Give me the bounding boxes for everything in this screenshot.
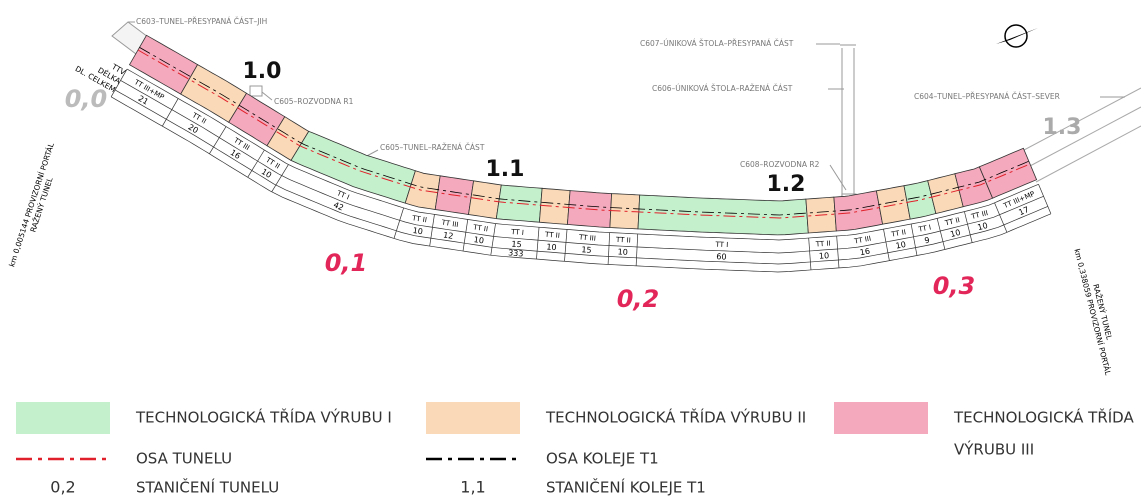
table-ttv: TT II xyxy=(411,214,428,224)
table-ttv: TT II xyxy=(544,231,560,240)
legend-sample: 1,1 xyxy=(460,478,485,497)
tunnel-segment xyxy=(538,187,571,225)
table-divider xyxy=(964,211,973,243)
legend-swatch xyxy=(426,402,520,434)
legend-label: TECHNOLOGICKÁ TŘÍDA xyxy=(953,408,1134,427)
north-arrow xyxy=(996,24,1038,48)
legend-sample: 0,2 xyxy=(50,478,75,497)
tunnel-axis xyxy=(137,49,1031,219)
table-divider xyxy=(429,214,435,247)
table-divider xyxy=(393,207,404,239)
object-label: C605–ROZVODNA R1 xyxy=(274,97,354,106)
table-length: 16 xyxy=(859,247,871,258)
table-divider xyxy=(564,229,568,262)
table-divider xyxy=(162,98,179,127)
table-ttv: TT III xyxy=(440,218,459,229)
table-divider xyxy=(910,223,918,256)
track-chainage: 1.3 xyxy=(1043,115,1082,140)
table-rule xyxy=(120,80,1044,254)
tunnel-segment xyxy=(978,147,1038,199)
legend-label: OSA KOLEJE T1 xyxy=(546,450,659,468)
legend-label: STANIČENÍ TUNELU xyxy=(136,478,279,497)
table-length: 12 xyxy=(443,230,454,240)
table-length: 20 xyxy=(186,122,199,135)
object-label: C607–ÚNIKOVÁ ŠTOLA–PŘESYPANÁ ČÁST xyxy=(640,39,794,48)
table-divider xyxy=(110,68,128,98)
table-ttv: TT II xyxy=(615,236,631,245)
legend-label: TECHNOLOGICKÁ TŘÍDA VÝRUBU I xyxy=(135,408,392,427)
table-length: 10 xyxy=(473,235,484,245)
table-divider xyxy=(536,227,540,260)
table-total: 333 xyxy=(508,248,524,258)
table-divider xyxy=(1038,184,1052,214)
table-divider xyxy=(635,233,639,266)
track-chainage: 1.2 xyxy=(767,172,806,197)
table-ttv: TT III xyxy=(578,233,596,242)
table-divider xyxy=(883,229,890,261)
substation-r1 xyxy=(249,85,263,97)
table-ttv: TT II xyxy=(815,239,831,248)
north-cut-and-cover xyxy=(1023,87,1141,183)
table-divider xyxy=(462,219,469,252)
object-label: C604–TUNEL–PŘESYPANÁ ČÁST–SEVER xyxy=(914,92,1060,101)
legend-swatch xyxy=(16,402,110,434)
table-length: 10 xyxy=(895,240,907,251)
track-chainage: 1.0 xyxy=(243,59,282,84)
escape-gallery xyxy=(840,44,856,198)
table-divider xyxy=(490,223,496,256)
table-rule xyxy=(126,68,1039,241)
table-length: 10 xyxy=(617,247,628,256)
table-divider xyxy=(836,235,840,268)
table-divider xyxy=(936,218,946,250)
table-divider xyxy=(607,232,611,265)
table-divider xyxy=(808,237,812,270)
portal-label: km 0,005144 PROVIZORNÍ PORTÁL xyxy=(7,141,56,268)
legend-label: VÝRUBU III xyxy=(954,440,1034,459)
table-ttv: TT I xyxy=(510,228,524,237)
tunnel-segment xyxy=(468,180,502,220)
tunnel-chainage: 0,1 xyxy=(325,249,368,277)
table-ttv: TT I xyxy=(714,241,728,250)
table-length: 10 xyxy=(412,226,423,236)
track-axis xyxy=(139,47,1029,216)
table-length: 10 xyxy=(546,242,557,252)
table-divider xyxy=(271,164,289,193)
track-chainage: 1.1 xyxy=(486,157,525,182)
table-length: 17 xyxy=(1017,205,1030,217)
table-divider xyxy=(247,149,265,178)
table-length: 42 xyxy=(332,200,345,212)
table-length: 60 xyxy=(716,252,727,261)
table-rule xyxy=(114,89,1048,265)
table-length: 21 xyxy=(137,94,150,107)
table-length: 15 xyxy=(581,245,592,255)
tunnel-chainage: 0,2 xyxy=(617,285,660,313)
tunnel-chainage: 0,3 xyxy=(933,272,976,300)
table-length: 10 xyxy=(949,228,961,239)
table-ttv: TT III xyxy=(853,235,872,246)
table-ttv: TT II xyxy=(472,223,489,233)
object-label: C606–ÚNIKOVÁ ŠTOLA–RAŽENÁ ČÁST xyxy=(652,84,793,93)
legend-swatch xyxy=(834,402,928,434)
table-ttv: TT I xyxy=(917,224,932,234)
table-length: 15 xyxy=(511,240,522,250)
legend-label: OSA TUNELU xyxy=(136,450,232,468)
table-ttv: TT II xyxy=(943,216,960,228)
table-length: 9 xyxy=(924,236,931,246)
table-divider xyxy=(209,126,227,155)
table-length: 10 xyxy=(819,251,830,261)
legend-label: STANIČENÍ KOLEJE T1 xyxy=(546,478,706,497)
table-ttv: TT II xyxy=(890,228,907,239)
table-length: 10 xyxy=(977,221,989,232)
object-label: C605–TUNEL–RAŽENÁ ČÁST xyxy=(380,143,485,152)
object-label: C603–TUNEL–PŘESYPANÁ ČÁST–JIH xyxy=(136,17,267,26)
table-rule xyxy=(110,96,1052,273)
tunnel-chainage: 0,0 xyxy=(65,85,108,113)
table-divider xyxy=(994,202,1008,233)
legend-label: TECHNOLOGICKÁ TŘÍDA VÝRUBU II xyxy=(545,408,806,427)
table-length: 10 xyxy=(260,167,273,180)
object-label: C608–ROZVODNA R2 xyxy=(740,160,820,169)
